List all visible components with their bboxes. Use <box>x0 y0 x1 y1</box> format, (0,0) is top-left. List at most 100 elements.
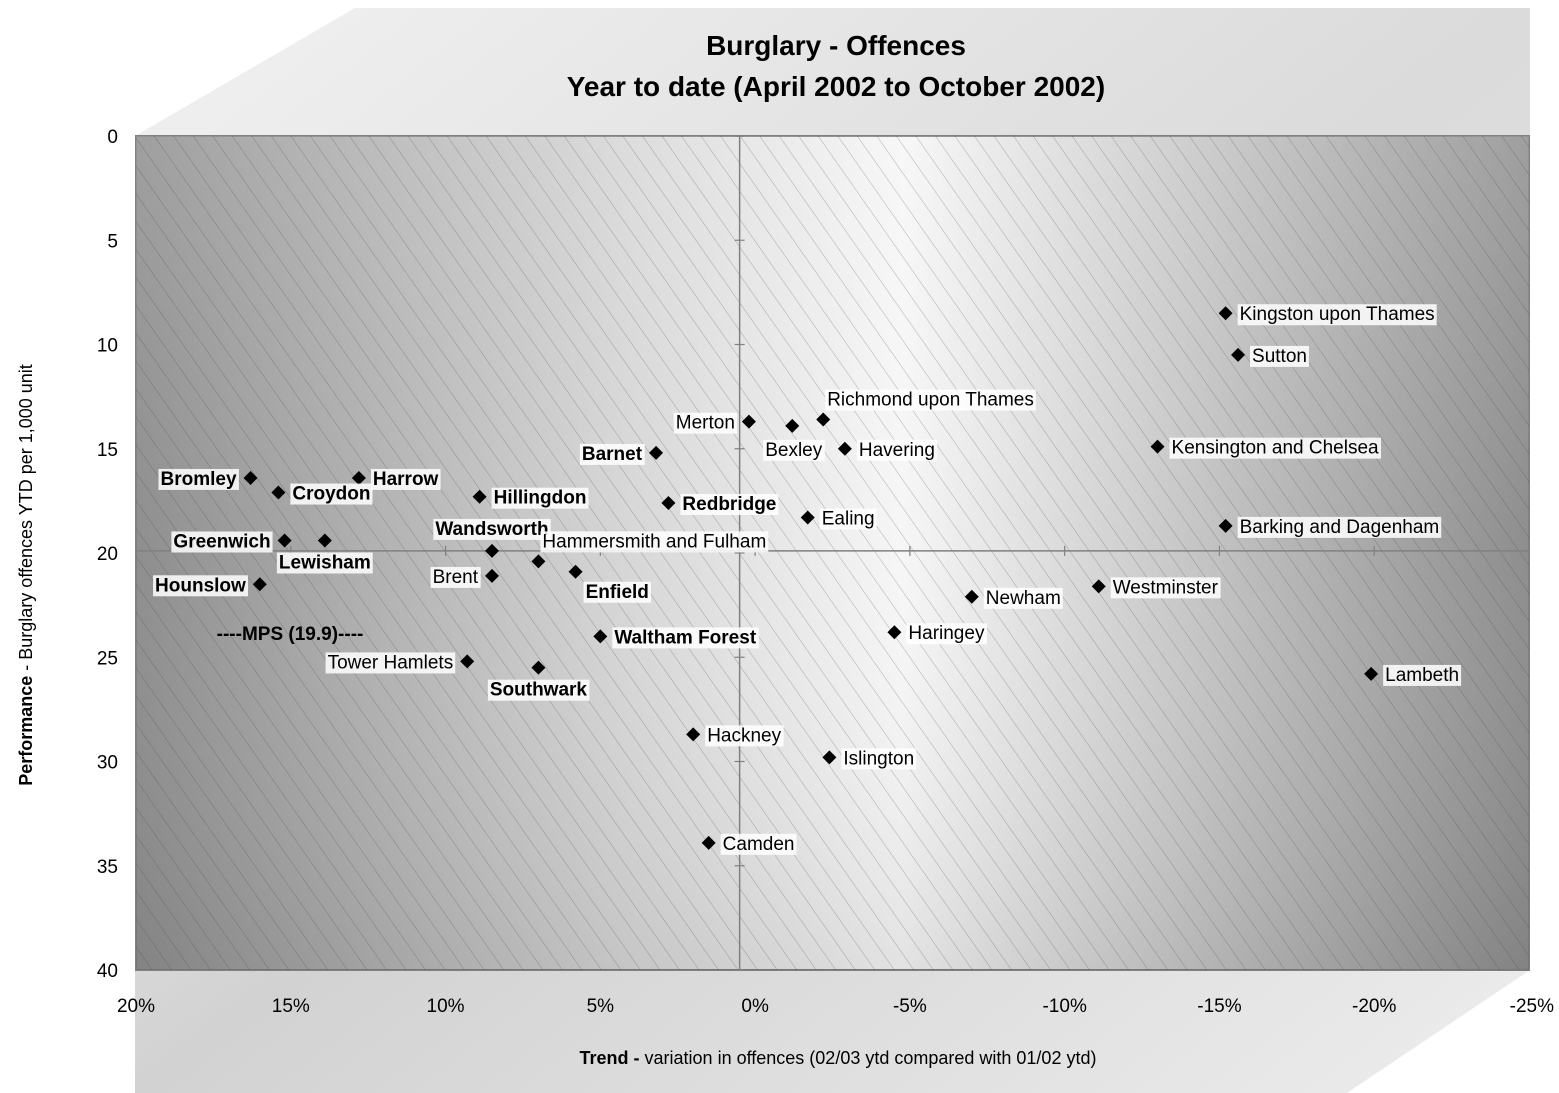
data-point-label-backdrop <box>705 725 784 747</box>
data-point-label: Haringey <box>908 623 985 644</box>
data-point-marker <box>701 835 716 850</box>
data-point-label: Kingston upon Thames <box>1240 304 1435 325</box>
data-point-label: Tower Hamlets <box>328 652 454 673</box>
x-tick-label: 0% <box>741 996 769 1017</box>
data-point-label-backdrop <box>579 443 645 465</box>
data-point-label: Hillingdon <box>494 488 587 509</box>
data-point-label: Sutton <box>1252 346 1307 367</box>
data-point-label-backdrop <box>819 508 877 530</box>
data-point-label: Newham <box>986 588 1061 609</box>
chart-title-line-2: Year to date (April 2002 to October 2002… <box>567 71 1105 102</box>
data-point-label-backdrop <box>583 581 651 603</box>
data-point-label-backdrop <box>430 566 481 588</box>
data-point-marker <box>531 660 546 675</box>
data-point-marker <box>822 750 837 765</box>
x-axis-title: Trend - variation in offences (02/03 ytd… <box>580 1048 1097 1068</box>
data-point-label: Brent <box>433 567 479 588</box>
data-point-marker <box>531 554 546 569</box>
data-point-marker <box>1231 347 1246 362</box>
data-point-marker <box>252 577 267 592</box>
y-tick-label: 25 <box>97 648 118 669</box>
data-point-label-backdrop <box>290 483 373 505</box>
data-point-label-backdrop <box>487 679 590 701</box>
data-point-label-backdrop <box>673 412 737 434</box>
data-point-label-backdrop <box>983 587 1063 609</box>
data-point-marker <box>243 470 258 485</box>
data-point-label-backdrop <box>825 389 1036 411</box>
data-point-label: Lewisham <box>279 552 371 573</box>
data-point-marker <box>317 533 332 548</box>
data-point-marker <box>661 495 676 510</box>
data-point-label: Waltham Forest <box>614 627 756 648</box>
x-tick-label: 15% <box>272 996 310 1017</box>
y-tick-label: 35 <box>97 857 118 878</box>
data-point-marker <box>800 510 815 525</box>
data-point-label: Ealing <box>822 509 875 530</box>
data-point-marker <box>1218 306 1233 321</box>
data-point-marker <box>484 543 499 558</box>
crosshair-axes <box>135 135 1530 971</box>
data-point-label: Croydon <box>292 484 370 505</box>
data-point-label: Redbridge <box>682 494 776 515</box>
y-tick-label: 40 <box>97 961 118 982</box>
data-point-marker <box>1150 439 1165 454</box>
y-tick-label: 10 <box>97 336 118 357</box>
y-axis-title-bold: Performance <box>16 676 36 786</box>
y-tick-label: 15 <box>97 440 118 461</box>
y-axis-title: Performance - Burglary offences YTD per … <box>16 364 36 786</box>
data-point-label: Islington <box>843 748 914 769</box>
x-tick-label: -5% <box>893 996 927 1017</box>
data-point-label-backdrop <box>720 833 797 855</box>
data-point-marker <box>837 441 852 456</box>
x-tick-label: -15% <box>1197 996 1241 1017</box>
data-point-label: Barking and Dagenham <box>1240 517 1440 538</box>
data-point-label-backdrop <box>158 468 239 490</box>
y-axis-title-rest: - Burglary offences YTD per 1,000 unit <box>16 364 36 676</box>
data-point-label: Barnet <box>582 444 643 465</box>
data-point-label: Hammersmith and Fulham <box>542 531 766 552</box>
data-point-label-backdrop <box>1110 577 1221 599</box>
x-axis-title-bold: Trend - <box>580 1048 640 1068</box>
data-point-label-backdrop <box>171 531 273 553</box>
data-point-marker <box>964 589 979 604</box>
data-point-label-backdrop <box>612 627 759 649</box>
data-point-label-backdrop <box>1169 437 1382 459</box>
data-point-marker <box>649 445 664 460</box>
data-point-label: Bexley <box>765 440 823 461</box>
data-point-marker <box>460 654 475 669</box>
data-point-label-backdrop <box>433 518 551 540</box>
data-point-label-backdrop <box>680 493 779 515</box>
data-point-label: Greenwich <box>173 531 270 552</box>
data-point-marker <box>472 489 487 504</box>
data-point-marker <box>1218 518 1233 533</box>
x-tick-label: -10% <box>1042 996 1086 1017</box>
mps-label: ----MPS (19.9)---- <box>217 624 364 645</box>
data-point-marker <box>351 470 366 485</box>
data-point-label: Camden <box>723 834 795 855</box>
chart-title-line-1: Burglary - Offences <box>706 30 966 61</box>
data-point-marker <box>686 727 701 742</box>
data-point-marker <box>887 625 902 640</box>
x-tick-label: 5% <box>587 996 615 1017</box>
data-point-label: Bromley <box>161 469 237 490</box>
data-point-label: Lambeth <box>1385 665 1459 686</box>
data-point-marker <box>741 414 756 429</box>
data-point-label: Kensington and Chelsea <box>1172 438 1379 459</box>
data-point-label: Wandsworth <box>435 519 548 540</box>
data-point-marker <box>785 418 800 433</box>
x-axis-title-rest: variation in offences (02/03 ytd compare… <box>640 1048 1097 1068</box>
chart-back-shade <box>135 8 1530 136</box>
data-point-label-backdrop <box>1237 516 1442 538</box>
data-point-label-backdrop <box>153 575 249 597</box>
data-point-label: Westminster <box>1113 577 1219 598</box>
y-tick-label: 20 <box>97 544 118 565</box>
y-tick-label: 0 <box>107 127 118 148</box>
data-point-label-backdrop <box>325 652 456 674</box>
data-point-label-backdrop <box>841 748 917 770</box>
x-axis-tick-labels: 20% 15% 10% 5% 0% -5% -10% -15% -20% -25% <box>117 996 1554 1017</box>
data-point-label: Hackney <box>707 725 781 746</box>
data-point-marker <box>271 485 286 500</box>
data-point-label-backdrop <box>906 623 987 645</box>
data-point-label: Southwark <box>490 680 588 701</box>
